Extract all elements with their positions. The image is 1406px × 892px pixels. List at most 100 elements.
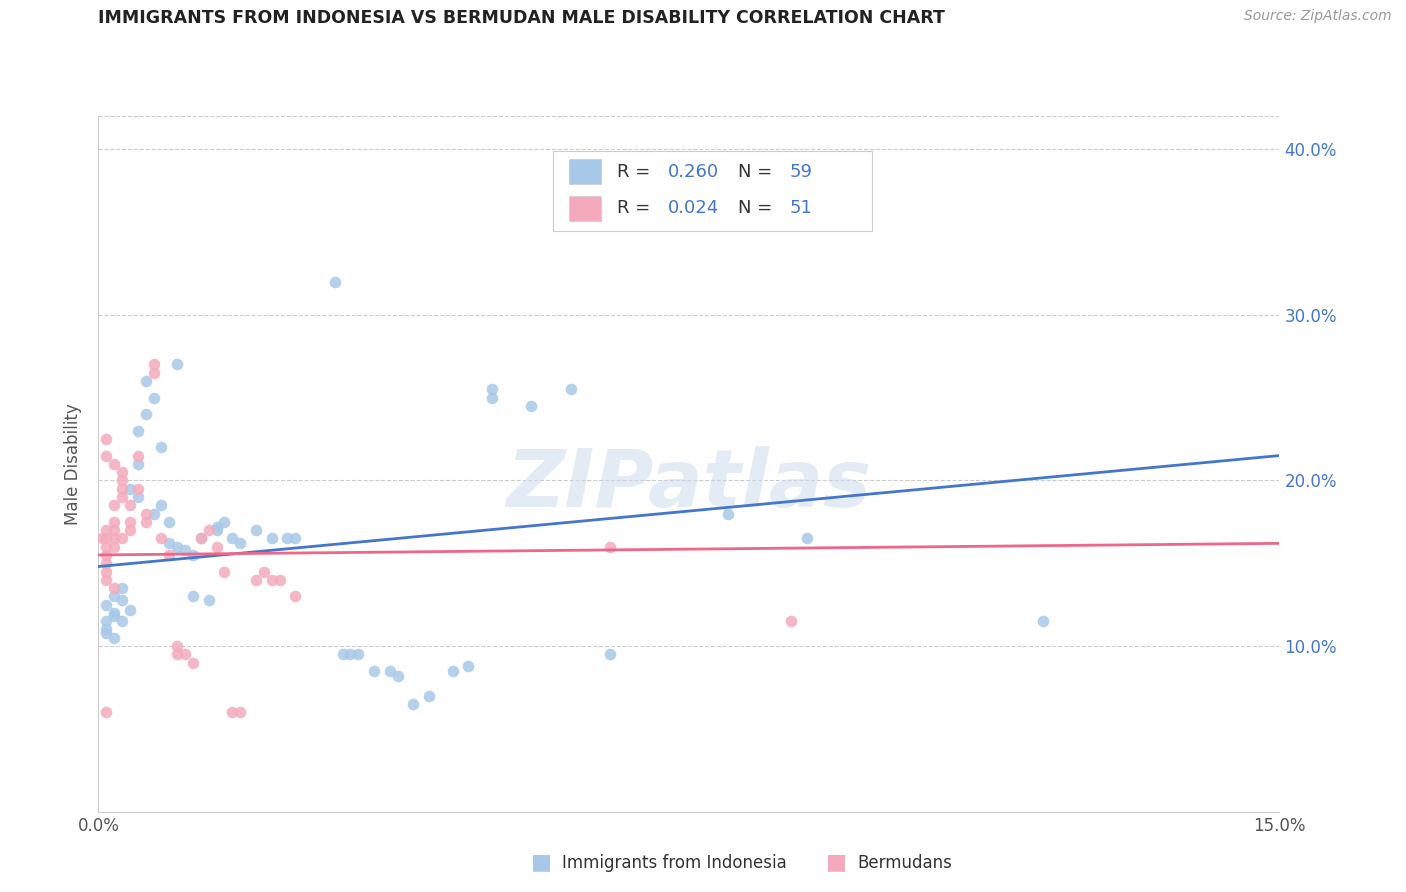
Point xyxy=(332,648,354,662)
Text: ■: ■ xyxy=(827,853,846,872)
Point xyxy=(190,532,212,546)
Point xyxy=(118,602,141,616)
Point xyxy=(96,449,118,463)
Point xyxy=(111,532,134,546)
Text: ZIPatlas: ZIPatlas xyxy=(506,446,872,524)
Point xyxy=(142,358,165,372)
Point xyxy=(197,592,219,607)
Point xyxy=(103,609,125,624)
Point xyxy=(142,507,165,521)
Point xyxy=(96,625,118,640)
Point xyxy=(111,474,134,488)
Point xyxy=(103,540,125,554)
Point xyxy=(118,515,141,529)
Point xyxy=(142,391,165,405)
Point xyxy=(135,407,157,421)
Point xyxy=(457,659,479,673)
Point xyxy=(181,548,204,562)
Point xyxy=(150,440,173,454)
Point xyxy=(1032,614,1054,628)
Point xyxy=(96,556,118,570)
Point xyxy=(481,391,503,405)
Point xyxy=(96,565,118,579)
Point xyxy=(96,614,118,628)
Point xyxy=(135,374,157,388)
Point xyxy=(599,648,621,662)
Point xyxy=(142,366,165,380)
Point xyxy=(323,275,346,289)
Point xyxy=(166,540,188,554)
Point xyxy=(91,532,114,546)
Point xyxy=(599,540,621,554)
Point xyxy=(347,648,370,662)
Point xyxy=(157,515,180,529)
Point xyxy=(221,532,243,546)
Point xyxy=(96,540,118,554)
Point xyxy=(166,648,188,662)
Y-axis label: Male Disability: Male Disability xyxy=(65,403,83,524)
Point xyxy=(103,498,125,512)
Text: Source: ZipAtlas.com: Source: ZipAtlas.com xyxy=(1244,9,1392,23)
Point xyxy=(103,581,125,595)
Point xyxy=(214,515,236,529)
Point xyxy=(245,523,267,537)
Point xyxy=(402,697,425,711)
Point xyxy=(103,523,125,537)
Point xyxy=(127,490,149,504)
Point xyxy=(127,482,149,496)
Point xyxy=(135,507,157,521)
Point xyxy=(174,648,197,662)
Point xyxy=(103,457,125,471)
Point xyxy=(221,706,243,720)
Point xyxy=(418,689,440,703)
Point xyxy=(127,424,149,438)
Point xyxy=(378,664,401,678)
Point xyxy=(127,449,149,463)
Point xyxy=(560,382,582,396)
Text: N =: N = xyxy=(738,162,778,180)
Point xyxy=(111,592,134,607)
Text: Immigrants from Indonesia: Immigrants from Indonesia xyxy=(562,854,787,871)
Text: 51: 51 xyxy=(789,199,813,218)
Point xyxy=(796,532,818,546)
Point xyxy=(150,532,173,546)
Point xyxy=(780,614,803,628)
Point xyxy=(253,565,276,579)
Point xyxy=(111,490,134,504)
Point xyxy=(229,536,252,550)
Point xyxy=(481,382,503,396)
Point xyxy=(96,573,118,587)
Point xyxy=(276,532,298,546)
Point xyxy=(118,482,141,496)
Point xyxy=(103,631,125,645)
Point xyxy=(205,523,228,537)
Point xyxy=(96,548,118,562)
Point xyxy=(166,639,188,653)
Text: N =: N = xyxy=(738,199,778,218)
Point xyxy=(205,520,228,534)
Point xyxy=(245,573,267,587)
Point xyxy=(96,532,118,546)
Point xyxy=(150,498,173,512)
Point xyxy=(157,548,180,562)
Text: 59: 59 xyxy=(789,162,813,180)
Text: R =: R = xyxy=(617,199,655,218)
Point xyxy=(96,432,118,446)
Point xyxy=(387,669,409,683)
Point xyxy=(96,598,118,612)
Point xyxy=(166,358,188,372)
Point xyxy=(181,656,204,670)
Point xyxy=(157,536,180,550)
Point xyxy=(111,614,134,628)
Point xyxy=(205,540,228,554)
Point xyxy=(111,482,134,496)
Text: IMMIGRANTS FROM INDONESIA VS BERMUDAN MALE DISABILITY CORRELATION CHART: IMMIGRANTS FROM INDONESIA VS BERMUDAN MA… xyxy=(98,9,945,27)
Text: R =: R = xyxy=(617,162,655,180)
Point xyxy=(260,573,283,587)
Point xyxy=(174,543,197,558)
Point xyxy=(229,706,252,720)
Point xyxy=(103,606,125,620)
Point xyxy=(214,565,236,579)
Point xyxy=(118,498,141,512)
Point xyxy=(111,465,134,479)
